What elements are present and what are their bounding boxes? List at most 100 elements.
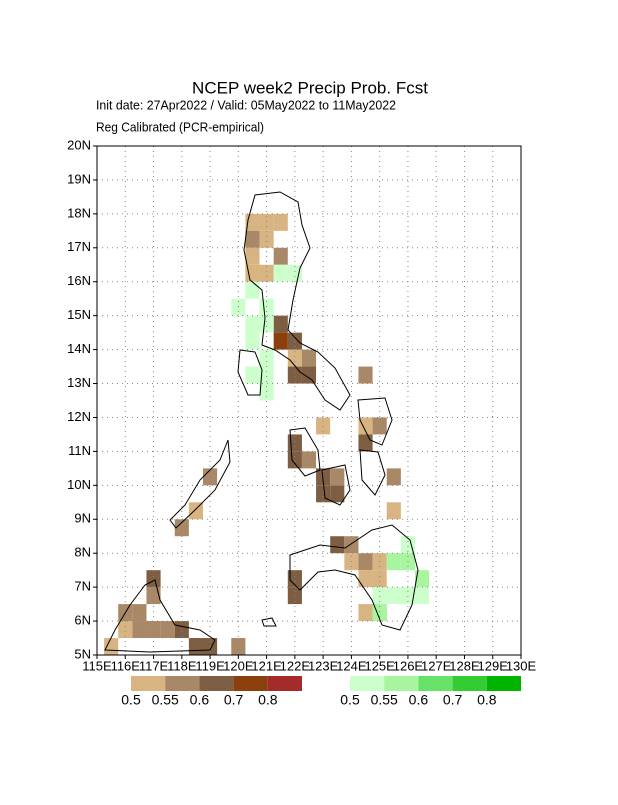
x-tick-label: 121E: [251, 658, 282, 673]
colorbar-label: 0.5: [340, 692, 360, 708]
y-tick-label: 9N: [74, 511, 91, 526]
dry-cell: [358, 553, 373, 571]
x-tick-label: 125E: [364, 658, 395, 673]
colorbar-swatch: [384, 676, 419, 691]
wet-cell: [259, 383, 274, 401]
dry-cell: [188, 502, 203, 520]
colorbar-swatch: [418, 676, 453, 691]
dry-cell: [301, 451, 317, 469]
dry-cell: [358, 604, 373, 622]
x-tick-label: 123E: [308, 658, 339, 673]
dry-cell: [245, 230, 260, 248]
dry-cell: [188, 638, 203, 655]
dry-cell: [330, 536, 345, 554]
dry-cell: [146, 621, 161, 639]
dry-cell: [372, 417, 387, 435]
colorbar-label: 0.7: [224, 692, 244, 708]
dry-cell: [301, 349, 317, 367]
wet-cell: [386, 587, 401, 605]
wet-cell: [245, 366, 260, 384]
dry-cell: [316, 485, 331, 503]
wet-cell: [245, 281, 260, 299]
wet-cell: [400, 536, 415, 554]
dry-cell: [273, 315, 288, 333]
dry-cell: [245, 264, 260, 282]
x-tick-label: 115E: [82, 658, 112, 673]
y-tick-label: 19N: [67, 171, 91, 186]
colorbar-label: 0.55: [152, 692, 179, 708]
x-tick-label: 130E: [506, 658, 537, 673]
dry-cell: [386, 468, 401, 486]
y-tick-label: 18N: [67, 205, 91, 220]
colorbar-swatch: [233, 676, 268, 691]
x-tick-label: 120E: [223, 658, 254, 673]
y-tick-label: 16N: [67, 273, 91, 288]
x-tick-label: 124E: [336, 658, 367, 673]
title: NCEP week2 Precip Prob. Fcst: [192, 78, 428, 97]
y-tick-label: 17N: [67, 239, 91, 254]
colorbar-label: 0.8: [477, 692, 497, 708]
x-tick-label: 116E: [111, 658, 141, 673]
dry-cell: [259, 213, 274, 231]
dry-cell: [160, 621, 175, 639]
plot-frame: [96, 145, 522, 656]
dry-cell: [358, 434, 373, 452]
wet-cell: [245, 315, 260, 333]
y-tick-label: 15N: [67, 307, 91, 322]
colorbar-swatch: [131, 676, 166, 691]
wet-cell: [259, 349, 274, 367]
dry-cell: [344, 536, 359, 554]
dry-cell: [259, 264, 274, 282]
y-tick-label: 5N: [74, 646, 91, 661]
colorbar-label: 0.5: [121, 692, 141, 708]
colorbar-swatch: [165, 676, 200, 691]
dry-cell: [386, 502, 401, 520]
x-tick-label: 127E: [421, 658, 452, 673]
dry-cell: [287, 366, 302, 384]
dry-cell: [301, 366, 317, 384]
y-tick-label: 20N: [67, 137, 91, 152]
dry-cell: [273, 247, 288, 265]
wet-cell: [273, 264, 288, 282]
dry-cell: [358, 417, 373, 435]
wet-cell: [415, 587, 430, 605]
subtitle: Init date: 27Apr2022 / Valid: 05May2022 …: [96, 97, 396, 112]
y-tick-label: 7N: [74, 579, 91, 594]
dry-cell: [259, 230, 274, 248]
dry-cell: [287, 587, 302, 605]
subtitle: Reg Calibrated (PCR-empirical): [96, 119, 264, 134]
y-tick-label: 14N: [67, 341, 91, 356]
dry-cell: [174, 621, 189, 639]
wet-cell: [245, 332, 260, 350]
colorbar-label: 0.8: [258, 692, 278, 708]
wet-cell: [415, 570, 430, 588]
colorbar-label: 0.55: [371, 692, 398, 708]
x-tick-label: 128E: [449, 658, 480, 673]
colorbar-swatch: [452, 676, 487, 691]
dry-cell: [273, 213, 288, 231]
x-tick-label: 118E: [167, 658, 197, 673]
dry-cell: [146, 570, 161, 588]
x-tick-label: 129E: [478, 658, 509, 673]
x-tick-label: 126E: [393, 658, 424, 673]
coastline: [104, 191, 419, 653]
colorbar-swatch: [350, 676, 385, 691]
dry-cell: [287, 349, 302, 367]
dry-cell: [330, 468, 345, 486]
dry-cell: [316, 417, 331, 435]
wet-cell: [372, 604, 387, 622]
dry-cell: [273, 332, 288, 350]
wet-cell: [231, 298, 246, 316]
wet-cell: [386, 553, 401, 571]
y-tick-label: 8N: [74, 545, 91, 560]
dry-cell: [245, 247, 260, 265]
y-tick-label: 6N: [74, 613, 91, 628]
dry-cell: [358, 570, 373, 588]
dry-cell: [174, 519, 189, 537]
x-tick-label: 122E: [280, 658, 311, 673]
y-tick-label: 12N: [67, 409, 91, 424]
y-tick-label: 10N: [67, 477, 91, 492]
wet-cell: [259, 315, 274, 333]
dry-cell: [330, 485, 345, 503]
